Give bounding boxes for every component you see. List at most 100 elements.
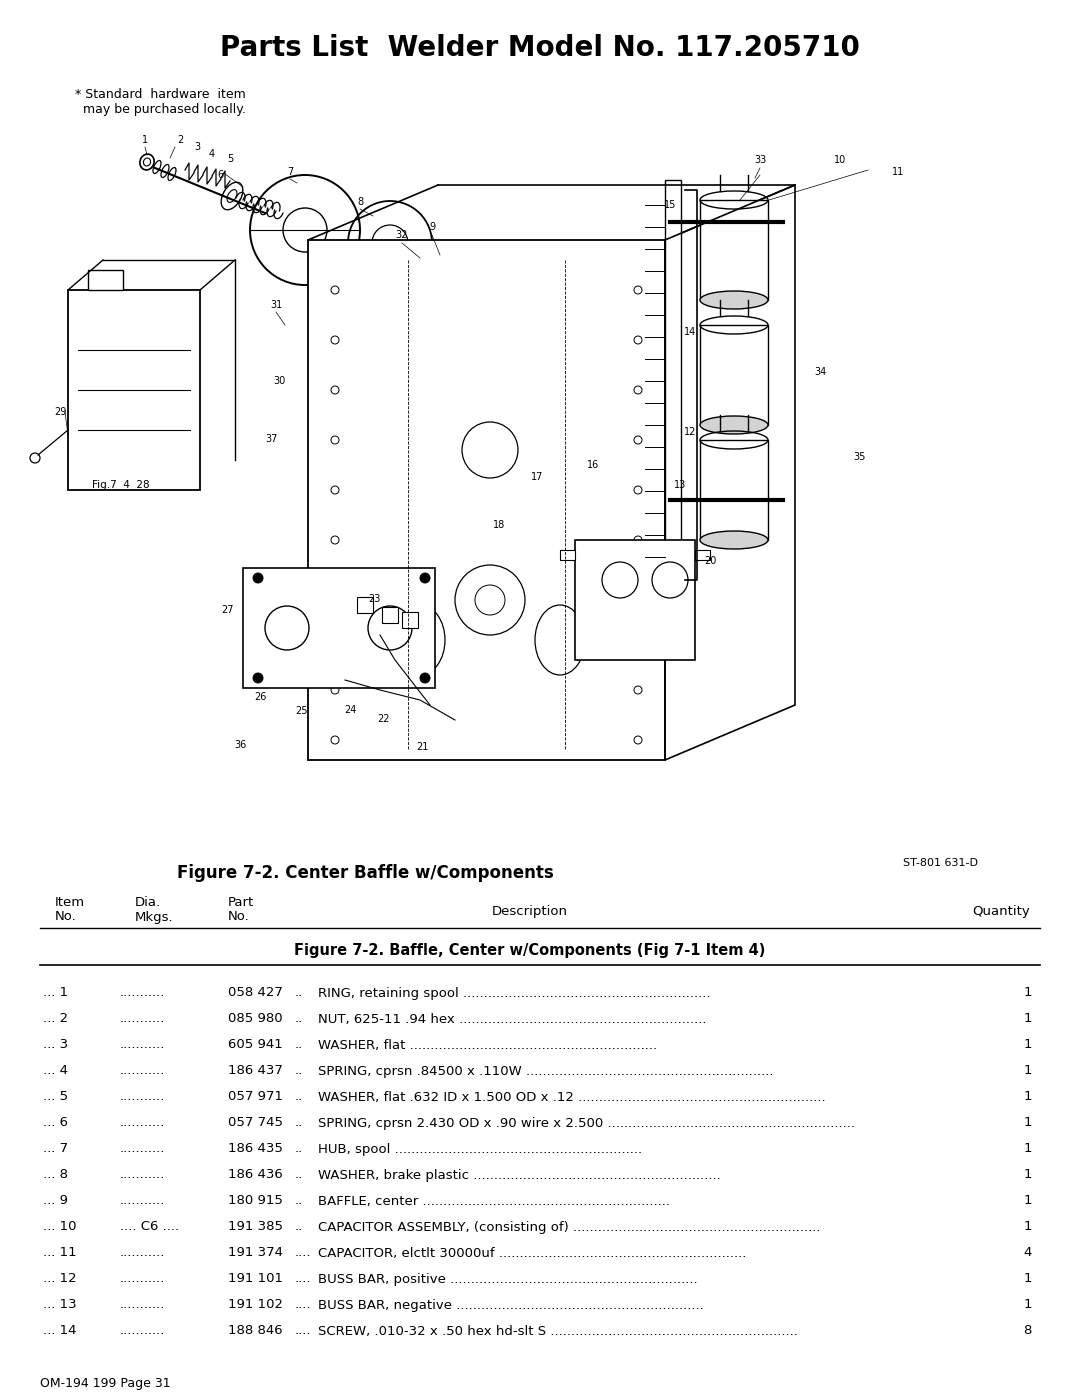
- Text: ... 7: ... 7: [43, 1143, 68, 1155]
- Text: ..: ..: [295, 1013, 303, 1025]
- Text: 8: 8: [356, 197, 363, 207]
- Text: Figure 7-2. Baffle, Center w/Components (Fig 7-1 Item 4): Figure 7-2. Baffle, Center w/Components …: [295, 943, 766, 957]
- Text: 18: 18: [492, 520, 505, 529]
- Text: CAPACITOR ASSEMBLY, (consisting of) ............................................: CAPACITOR ASSEMBLY, (consisting of) ....…: [318, 1221, 821, 1234]
- Text: 1: 1: [1024, 1143, 1032, 1155]
- Text: ...........: ...........: [120, 1168, 165, 1182]
- Text: WASHER, brake plastic ..........................................................: WASHER, brake plastic ..................…: [318, 1168, 720, 1182]
- Text: 20: 20: [704, 556, 716, 566]
- Text: ....: ....: [295, 1273, 311, 1285]
- Text: Quantity: Quantity: [972, 905, 1030, 918]
- Text: ... 5: ... 5: [43, 1091, 68, 1104]
- Text: 32: 32: [395, 231, 408, 240]
- Text: 29: 29: [54, 407, 66, 416]
- Text: SPRING, cprsn 2.430 OD x .90 wire x 2.500 ......................................: SPRING, cprsn 2.430 OD x .90 wire x 2.50…: [318, 1116, 855, 1130]
- Text: 24: 24: [343, 705, 356, 715]
- Text: 7: 7: [287, 168, 293, 177]
- Text: 37: 37: [265, 434, 278, 444]
- Text: 16: 16: [586, 460, 599, 469]
- Text: ... 14: ... 14: [43, 1324, 77, 1337]
- Text: ...........: ...........: [120, 986, 165, 999]
- Text: ... 8: ... 8: [43, 1168, 68, 1182]
- Text: 180 915: 180 915: [228, 1194, 283, 1207]
- Text: 4: 4: [208, 149, 215, 159]
- Text: 10: 10: [834, 155, 846, 165]
- Text: 1: 1: [1024, 1273, 1032, 1285]
- Text: ...........: ...........: [120, 1091, 165, 1104]
- Text: Fig.7  4  28: Fig.7 4 28: [92, 481, 150, 490]
- Text: 21: 21: [416, 742, 428, 752]
- Text: 1: 1: [1024, 1091, 1032, 1104]
- FancyBboxPatch shape: [308, 240, 665, 760]
- Text: 6: 6: [217, 170, 224, 180]
- Text: No.: No.: [228, 911, 249, 923]
- Text: No.: No.: [55, 911, 77, 923]
- Text: 36: 36: [234, 740, 246, 750]
- Text: 191 385: 191 385: [228, 1221, 283, 1234]
- Text: HUB, spool ............................................................: HUB, spool .............................…: [318, 1143, 643, 1155]
- Text: ...........: ...........: [120, 1065, 165, 1077]
- FancyBboxPatch shape: [357, 597, 373, 613]
- Text: ..: ..: [295, 1091, 303, 1104]
- Text: ..: ..: [295, 1221, 303, 1234]
- Text: * Standard  hardware  item
  may be purchased locally.: * Standard hardware item may be purchase…: [75, 88, 246, 116]
- Text: ..: ..: [295, 1168, 303, 1182]
- FancyBboxPatch shape: [696, 550, 710, 560]
- Text: ...........: ...........: [120, 1116, 165, 1130]
- FancyBboxPatch shape: [561, 550, 575, 560]
- Text: 12: 12: [684, 427, 697, 437]
- Text: 27: 27: [220, 605, 233, 615]
- Circle shape: [420, 673, 430, 683]
- Text: NUT, 625-11 .94 hex ............................................................: NUT, 625-11 .94 hex ....................…: [318, 1013, 706, 1025]
- Text: 5: 5: [227, 154, 233, 163]
- Text: ... 9: ... 9: [43, 1194, 68, 1207]
- FancyBboxPatch shape: [87, 270, 123, 291]
- Text: ..: ..: [295, 1116, 303, 1130]
- Circle shape: [420, 573, 430, 583]
- Text: .... C6 ....: .... C6 ....: [120, 1221, 179, 1234]
- Text: 1: 1: [1024, 1298, 1032, 1312]
- Text: ... 4: ... 4: [43, 1065, 68, 1077]
- Text: ..: ..: [295, 1143, 303, 1155]
- Text: ....: ....: [295, 1324, 311, 1337]
- FancyBboxPatch shape: [402, 612, 418, 629]
- Text: 8: 8: [1024, 1324, 1032, 1337]
- Text: 605 941: 605 941: [228, 1038, 283, 1052]
- Text: 1: 1: [141, 136, 148, 145]
- Text: OM-194 199 Page 31: OM-194 199 Page 31: [40, 1376, 171, 1390]
- Text: Part: Part: [228, 897, 254, 909]
- Text: 30: 30: [273, 376, 285, 386]
- Text: BUSS BAR, negative ............................................................: BUSS BAR, negative .....................…: [318, 1298, 704, 1312]
- Text: 26: 26: [254, 692, 266, 703]
- Text: BUSS BAR, positive ............................................................: BUSS BAR, positive .....................…: [318, 1273, 698, 1285]
- FancyBboxPatch shape: [700, 326, 768, 425]
- Text: 058 427: 058 427: [228, 986, 283, 999]
- Text: 1: 1: [1024, 1168, 1032, 1182]
- Text: 15: 15: [664, 200, 676, 210]
- Text: ... 12: ... 12: [43, 1273, 77, 1285]
- Text: 34: 34: [814, 367, 826, 377]
- Text: WASHER, flat ............................................................: WASHER, flat ...........................…: [318, 1038, 657, 1052]
- Text: ...........: ...........: [120, 1143, 165, 1155]
- Text: 191 102: 191 102: [228, 1298, 283, 1312]
- Text: ...........: ...........: [120, 1246, 165, 1260]
- Text: ...........: ...........: [120, 1013, 165, 1025]
- Text: ..: ..: [295, 986, 303, 999]
- Text: SPRING, cprsn .84500 x .110W ...................................................: SPRING, cprsn .84500 x .110W ...........…: [318, 1065, 773, 1077]
- Text: WASHER, flat .632 ID x 1.500 OD x .12 ..........................................: WASHER, flat .632 ID x 1.500 OD x .12 ..…: [318, 1091, 825, 1104]
- Text: ... 6: ... 6: [43, 1116, 68, 1130]
- Text: 31: 31: [270, 300, 282, 310]
- Text: ..: ..: [295, 1065, 303, 1077]
- FancyBboxPatch shape: [665, 180, 681, 580]
- FancyBboxPatch shape: [68, 291, 200, 490]
- Text: ..: ..: [295, 1194, 303, 1207]
- Text: 22: 22: [377, 714, 389, 724]
- Text: ... 11: ... 11: [43, 1246, 77, 1260]
- Text: ... 10: ... 10: [43, 1221, 77, 1234]
- Text: 23: 23: [368, 594, 380, 604]
- Text: Item: Item: [55, 897, 85, 909]
- Text: ... 1: ... 1: [43, 986, 68, 999]
- Text: 1: 1: [1024, 1013, 1032, 1025]
- Text: 1: 1: [1024, 1194, 1032, 1207]
- Text: Figure 7-2. Center Baffle w/Components: Figure 7-2. Center Baffle w/Components: [177, 863, 553, 882]
